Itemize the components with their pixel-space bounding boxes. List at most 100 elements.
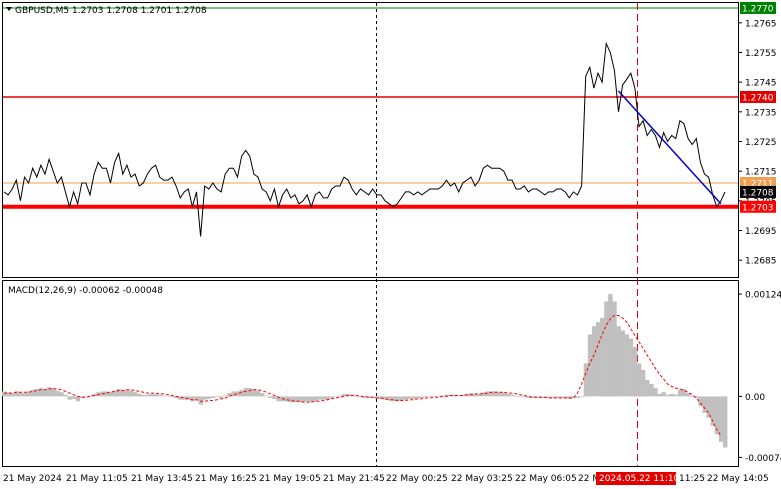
time-label: 21 May 21:45 bbox=[323, 474, 385, 484]
macd-bar bbox=[645, 379, 650, 397]
macd-bar bbox=[616, 326, 621, 397]
macd-bar bbox=[215, 396, 220, 398]
macd-bar bbox=[489, 391, 494, 397]
macd-bar bbox=[641, 370, 646, 397]
macd-bar bbox=[182, 396, 187, 400]
macd-bar bbox=[686, 393, 691, 397]
macd-bar bbox=[18, 392, 23, 397]
macd-bar bbox=[706, 396, 711, 418]
macd-bar bbox=[116, 388, 122, 397]
macd-bar bbox=[6, 392, 11, 397]
time-label: 21 May 11:05 bbox=[66, 474, 128, 484]
level-label-top-green: 1.2770 bbox=[742, 4, 774, 14]
macd-bar bbox=[104, 391, 109, 397]
time-label: 21 May 16:25 bbox=[195, 474, 257, 484]
symbol-header: GBPUSD,M5 1.2703 1.2708 1.2701 1.2708 bbox=[6, 6, 207, 16]
macd-axis: 0.00124 0.00 -0.00074 bbox=[738, 291, 781, 464]
time-label: 22 May 14:05 bbox=[707, 474, 769, 484]
macd-bar bbox=[583, 363, 589, 397]
level-label-orange: 1.2711 bbox=[742, 180, 774, 190]
macd-signal-line bbox=[4, 315, 722, 437]
macd-bar bbox=[682, 388, 687, 397]
macd-bar bbox=[260, 393, 265, 397]
time-label: 22 M bbox=[578, 474, 600, 484]
level-label-support: 1.2703 bbox=[742, 203, 774, 213]
macd-bar bbox=[677, 389, 683, 397]
macd-bar bbox=[342, 393, 347, 397]
macd-bar bbox=[161, 395, 167, 397]
macd-bar bbox=[108, 392, 113, 397]
macd-bar bbox=[608, 294, 613, 397]
price-tick-label: 1.2725 bbox=[745, 138, 777, 148]
macd-bar bbox=[661, 392, 666, 397]
trend-line[interactable] bbox=[617, 90, 722, 205]
macd-bar bbox=[169, 396, 175, 398]
macd-bar bbox=[620, 330, 625, 397]
time-label: 21 May 2024 bbox=[3, 474, 62, 484]
macd-bar bbox=[124, 389, 130, 397]
time-label: 22 May 06:05 bbox=[515, 474, 577, 484]
macd-bar bbox=[460, 394, 466, 397]
macd-bar bbox=[178, 396, 183, 400]
macd-bar bbox=[415, 396, 421, 398]
macd-bar bbox=[296, 396, 302, 403]
macd-bar bbox=[596, 322, 601, 397]
macd-bar bbox=[391, 396, 396, 402]
macd-bar bbox=[55, 390, 60, 397]
macd-bar bbox=[194, 396, 199, 401]
macd-bar bbox=[403, 396, 408, 400]
macd-bar bbox=[231, 391, 236, 397]
macd-bar bbox=[47, 387, 52, 397]
macd-bar bbox=[600, 318, 605, 397]
price-tick-label: 1.2685 bbox=[745, 257, 777, 267]
time-axis: 21 May 2024 21 May 11:05 21 May 13:45 21… bbox=[3, 472, 769, 485]
macd-bar bbox=[555, 396, 560, 398]
macd-bar bbox=[653, 388, 658, 397]
macd-bar bbox=[657, 393, 662, 397]
macd-bar bbox=[120, 389, 126, 397]
macd-bar bbox=[399, 396, 404, 401]
macd-histogram bbox=[2, 294, 728, 448]
macd-bar bbox=[702, 396, 707, 413]
macd-bar bbox=[255, 390, 261, 397]
macd-bar bbox=[366, 396, 371, 398]
level-labels: 1.2770 1.2740 1.2711 1.2703 1.2708 bbox=[740, 1, 776, 213]
main-chart-frame bbox=[2, 2, 739, 278]
macd-bar bbox=[79, 396, 85, 398]
macd-bar bbox=[333, 396, 339, 397]
macd-bar bbox=[649, 384, 654, 397]
macd-bar bbox=[186, 396, 191, 400]
collapse-triangle-icon[interactable] bbox=[6, 7, 12, 11]
symbol-info: GBPUSD,M5 1.2703 1.2708 1.2701 1.2708 bbox=[15, 6, 207, 16]
macd-bar bbox=[133, 392, 138, 397]
macd-bar bbox=[411, 396, 416, 399]
macd-bar bbox=[243, 388, 249, 397]
macd-bar bbox=[198, 396, 203, 405]
macd-bar bbox=[358, 396, 363, 398]
macd-bar bbox=[362, 396, 367, 398]
macd-bar bbox=[436, 396, 441, 397]
macd-bar bbox=[141, 394, 146, 397]
macd-bar bbox=[149, 393, 154, 397]
macd-bar bbox=[591, 326, 597, 397]
macd-bar bbox=[452, 394, 457, 397]
macd-bar bbox=[112, 390, 117, 397]
price-tick-label: 1.2755 bbox=[745, 49, 777, 59]
macd-bar bbox=[145, 394, 150, 397]
macd-bar bbox=[301, 396, 306, 403]
macd-bar bbox=[71, 396, 76, 399]
macd-bar bbox=[694, 396, 699, 398]
macd-bar bbox=[165, 396, 171, 397]
macd-bar bbox=[317, 396, 322, 400]
macd-bar bbox=[563, 396, 568, 398]
price-tick-label: 1.2715 bbox=[745, 168, 777, 178]
macd-bar bbox=[239, 389, 244, 397]
macd-bar bbox=[419, 396, 425, 398]
macd-bar bbox=[34, 388, 40, 397]
macd-bar bbox=[2, 391, 7, 397]
macd-tick-label: -0.00074 bbox=[745, 454, 781, 464]
macd-bar bbox=[309, 396, 314, 403]
macd-bar bbox=[698, 396, 703, 407]
macd-bar bbox=[223, 395, 228, 397]
